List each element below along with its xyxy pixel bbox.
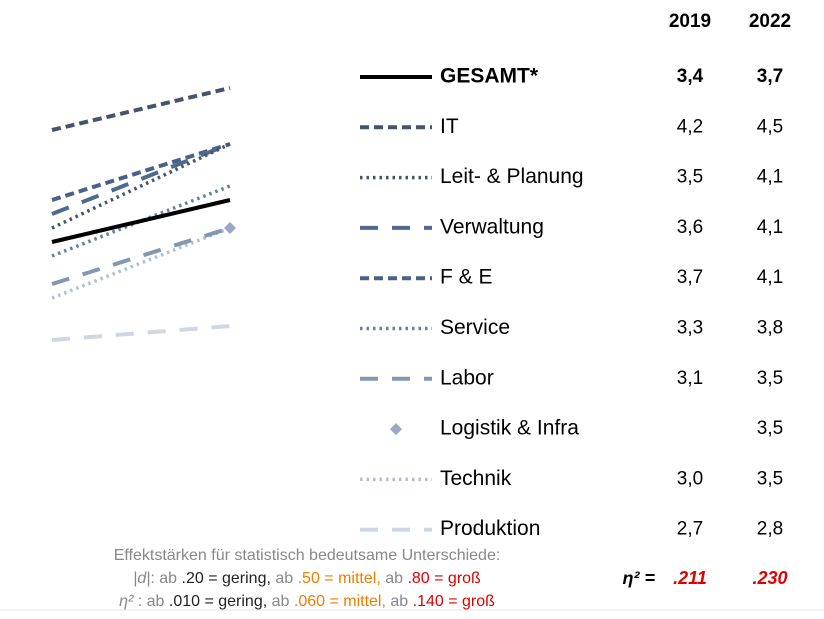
series-line: [51, 226, 231, 300]
effect-size-value: .230: [752, 568, 787, 588]
legend-label: Technik: [440, 467, 512, 490]
legend-label: Leit- & Planung: [440, 165, 584, 188]
series-line: [51, 86, 231, 132]
legend-label: IT: [440, 115, 459, 138]
effect-size-label: η² =: [622, 568, 655, 588]
value-label: 3,7: [677, 267, 703, 288]
value-label: 3,5: [757, 418, 783, 439]
legend-label: F & E: [440, 266, 493, 289]
value-label: 3,3: [677, 318, 703, 339]
value-label: 2,8: [757, 519, 783, 540]
value-label: 3,7: [757, 66, 783, 87]
footnote-segment: .80 = groß: [407, 570, 481, 587]
footnote-segment: Effektstärken für statistisch bedeutsame…: [114, 547, 501, 564]
legend-label: GESAMT*: [440, 65, 539, 88]
value-label: 4,2: [677, 116, 703, 137]
value-label: 3,1: [677, 368, 703, 389]
value-label: 4,1: [757, 217, 783, 238]
footnote-segment: η²: [119, 593, 134, 610]
value-label: 3,0: [677, 468, 703, 489]
footnote-segment: ab: [390, 593, 412, 610]
footnote-line: Effektstärken für statistisch bedeutsame…: [114, 547, 501, 564]
series-marker: [224, 222, 236, 234]
series-line: [51, 198, 231, 244]
footnote-segment: ab: [275, 570, 297, 587]
footnote-line: η² : ab .010 = gering, ab .060 = mittel,…: [119, 593, 495, 610]
value-label: 4,1: [757, 167, 783, 188]
footnote-segment: : ab: [150, 570, 181, 587]
footnote-segment: .20 = gering,: [182, 570, 276, 587]
footnote-segment: .060 = mittel,: [294, 593, 391, 610]
footnote-segment: .140 = groß: [413, 593, 496, 610]
column-header: 2022: [749, 11, 791, 32]
value-label: 3,5: [757, 368, 783, 389]
series-line: [51, 324, 231, 342]
column-header: 2019: [669, 11, 711, 32]
footnote-segment: |d|: [133, 570, 150, 587]
legend-label: Produktion: [440, 517, 540, 540]
footnote-line: |d|: ab .20 = gering, ab .50 = mittel, a…: [133, 570, 481, 587]
value-label: 3,5: [677, 167, 703, 188]
legend-label: Labor: [440, 366, 494, 389]
value-label: 4,5: [757, 116, 783, 137]
value-label: 3,8: [757, 318, 783, 339]
value-label: 4,1: [757, 267, 783, 288]
footnote-segment: .50 = mittel,: [298, 570, 386, 587]
legend-label: Logistik & Infra: [440, 417, 579, 440]
value-label: 3,5: [757, 468, 783, 489]
footnote-segment: ab: [385, 570, 407, 587]
series-line: [51, 142, 231, 216]
legend-label: Verwaltung: [440, 215, 544, 238]
effect-size-value: .211: [673, 568, 707, 588]
value-label: 3,4: [677, 66, 704, 87]
series-line: [51, 142, 231, 202]
footnote-segment: : ab: [133, 593, 169, 610]
legend-marker: [390, 423, 402, 436]
footnote-segment: ab: [272, 593, 294, 610]
series-line: [51, 142, 231, 230]
footnote-segment: .010 = gering,: [169, 593, 272, 610]
value-label: 2,7: [677, 519, 703, 540]
value-label: 3,6: [677, 217, 703, 238]
legend-label: Service: [440, 316, 510, 339]
